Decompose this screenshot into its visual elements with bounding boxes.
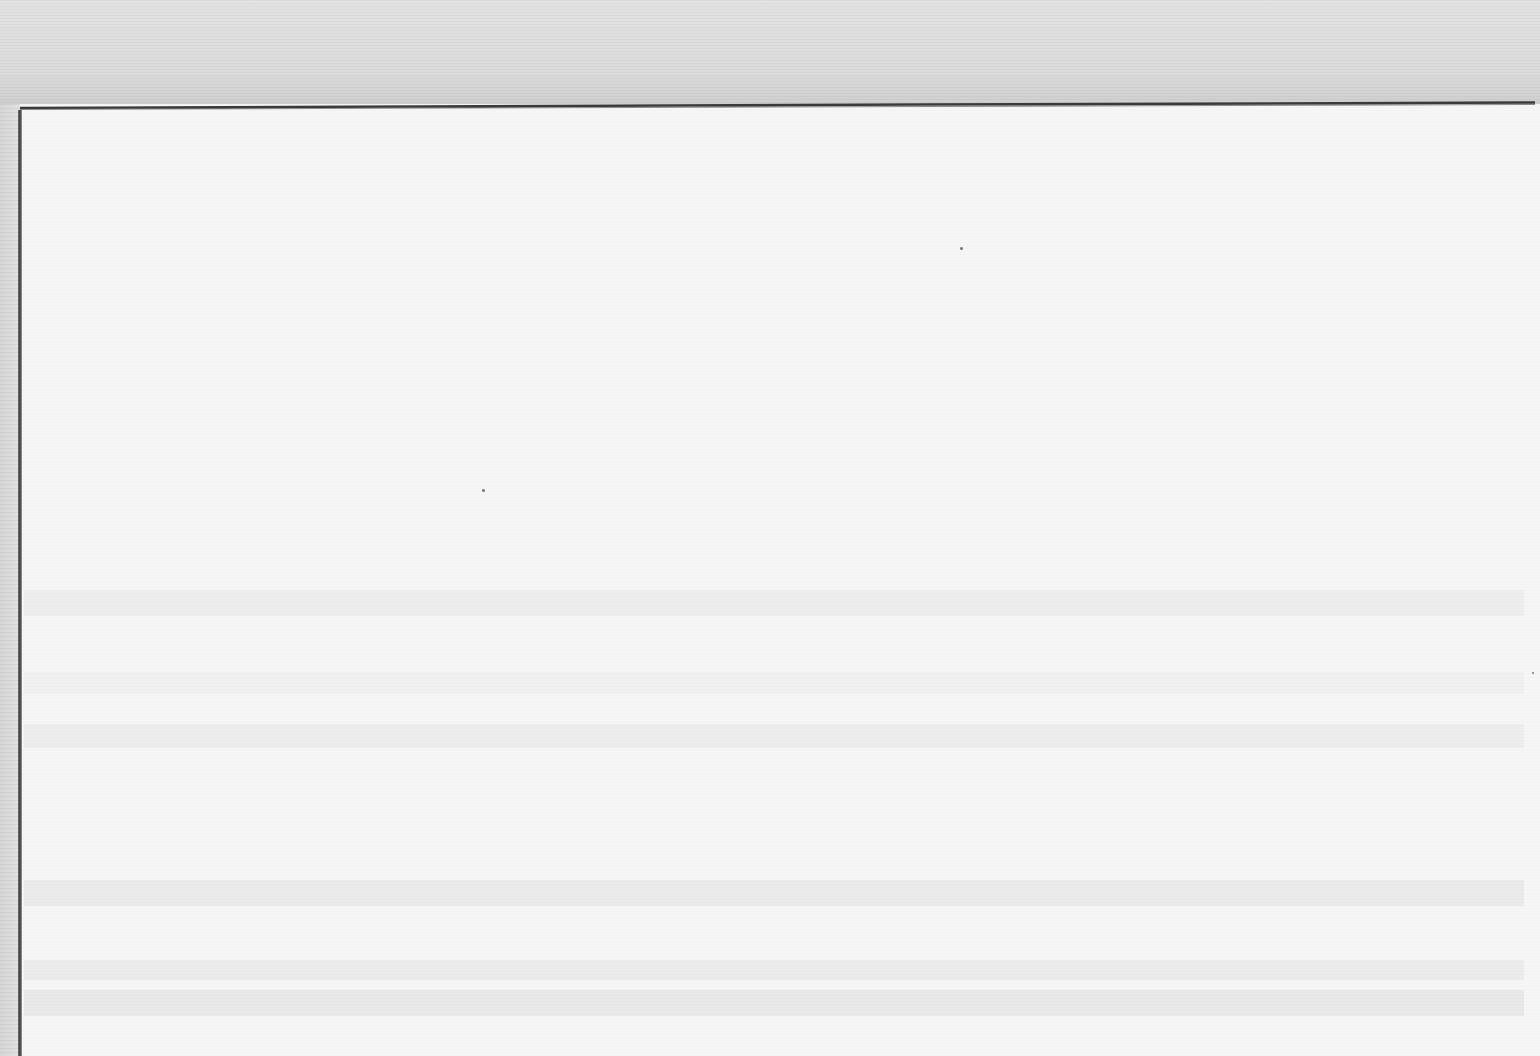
dust-speck: [1532, 672, 1534, 674]
scan-band: [24, 724, 1524, 748]
scan-band: [24, 590, 1524, 616]
scan-band: [24, 990, 1524, 1016]
blank-sheet: [20, 104, 1540, 1056]
sheet-top-edge: [20, 100, 1535, 110]
dust-speck: [482, 489, 485, 492]
dust-speck: [960, 247, 963, 250]
scanner-left-strip: [0, 104, 20, 1056]
scan-band: [24, 960, 1524, 980]
scan-band: [24, 672, 1524, 694]
scan-band: [24, 880, 1524, 906]
scanner-top-band: [0, 0, 1540, 104]
sheet-left-edge: [18, 110, 22, 1056]
